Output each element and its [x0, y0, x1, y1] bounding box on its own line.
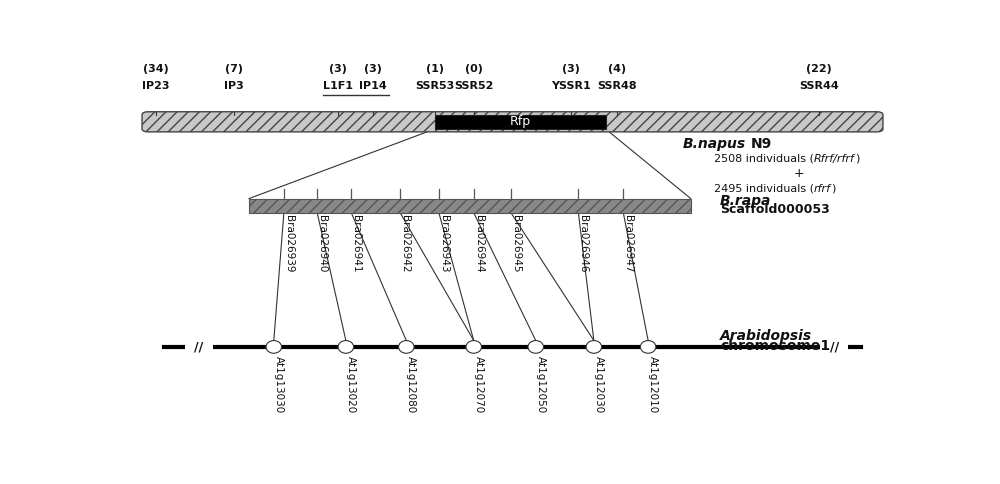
- Ellipse shape: [266, 341, 282, 353]
- Text: (3): (3): [329, 64, 347, 74]
- Bar: [820, 336, 848, 358]
- Text: (3): (3): [562, 64, 580, 74]
- Bar: [435, 115, 606, 129]
- Text: Arabidopsis: Arabidopsis: [720, 329, 812, 343]
- Text: (1): (1): [426, 64, 444, 74]
- Text: //: //: [194, 340, 203, 353]
- Text: (7): (7): [224, 64, 242, 74]
- Text: Bra026946: Bra026946: [578, 214, 588, 272]
- Bar: [185, 336, 213, 358]
- Text: Rfrf/rfrf: Rfrf/rfrf: [814, 154, 855, 164]
- Ellipse shape: [586, 341, 602, 353]
- Text: //: //: [830, 340, 839, 353]
- Text: At1g13030: At1g13030: [274, 356, 284, 413]
- Text: Scaffold000053: Scaffold000053: [720, 203, 830, 216]
- Text: SSR53: SSR53: [415, 81, 455, 91]
- Text: (0): (0): [465, 64, 483, 74]
- Text: N9: N9: [751, 137, 772, 151]
- Text: (22): (22): [806, 64, 832, 74]
- Text: (34): (34): [143, 64, 169, 74]
- Text: SSR48: SSR48: [597, 81, 637, 91]
- Text: At1g12070: At1g12070: [474, 356, 484, 413]
- Text: B.napus: B.napus: [683, 137, 746, 151]
- Ellipse shape: [466, 341, 482, 353]
- Ellipse shape: [528, 341, 544, 353]
- Text: At1g12050: At1g12050: [536, 356, 546, 413]
- Text: rfrf: rfrf: [814, 183, 831, 194]
- Text: Bra026942: Bra026942: [400, 214, 410, 272]
- Ellipse shape: [338, 341, 354, 353]
- Text: Bra026943: Bra026943: [439, 214, 449, 272]
- Text: At1g12030: At1g12030: [594, 356, 604, 413]
- Text: IP14: IP14: [359, 81, 387, 91]
- Text: SSR44: SSR44: [799, 81, 838, 91]
- Bar: [249, 198, 691, 213]
- Text: Bra026941: Bra026941: [351, 214, 361, 272]
- Text: IP23: IP23: [142, 81, 170, 91]
- Text: 2495 individuals (: 2495 individuals (: [714, 183, 814, 194]
- Ellipse shape: [399, 341, 414, 353]
- Text: Rfp: Rfp: [510, 115, 531, 128]
- Text: ): ): [831, 183, 835, 194]
- Text: (3): (3): [364, 64, 382, 74]
- Text: IP3: IP3: [224, 81, 243, 91]
- Text: YSSR1: YSSR1: [551, 81, 590, 91]
- Text: At1g13020: At1g13020: [346, 356, 356, 413]
- Text: 2508 individuals (: 2508 individuals (: [714, 154, 814, 164]
- FancyBboxPatch shape: [142, 112, 883, 132]
- Text: Bra026945: Bra026945: [511, 214, 521, 272]
- Text: At1g12080: At1g12080: [406, 356, 416, 413]
- Text: SSR52: SSR52: [454, 81, 493, 91]
- Text: Bra026940: Bra026940: [317, 214, 327, 272]
- Text: ): ): [855, 154, 859, 164]
- Text: B.rapa: B.rapa: [720, 194, 772, 208]
- Text: Bra026944: Bra026944: [474, 214, 484, 272]
- Text: Bra026947: Bra026947: [623, 214, 633, 272]
- Text: At1g12010: At1g12010: [648, 356, 658, 413]
- Text: (4): (4): [608, 64, 626, 74]
- Text: chromosome1: chromosome1: [720, 339, 830, 353]
- Text: L1F1: L1F1: [323, 81, 353, 91]
- Ellipse shape: [640, 341, 656, 353]
- Text: Bra026939: Bra026939: [284, 214, 294, 272]
- Text: +: +: [794, 167, 805, 180]
